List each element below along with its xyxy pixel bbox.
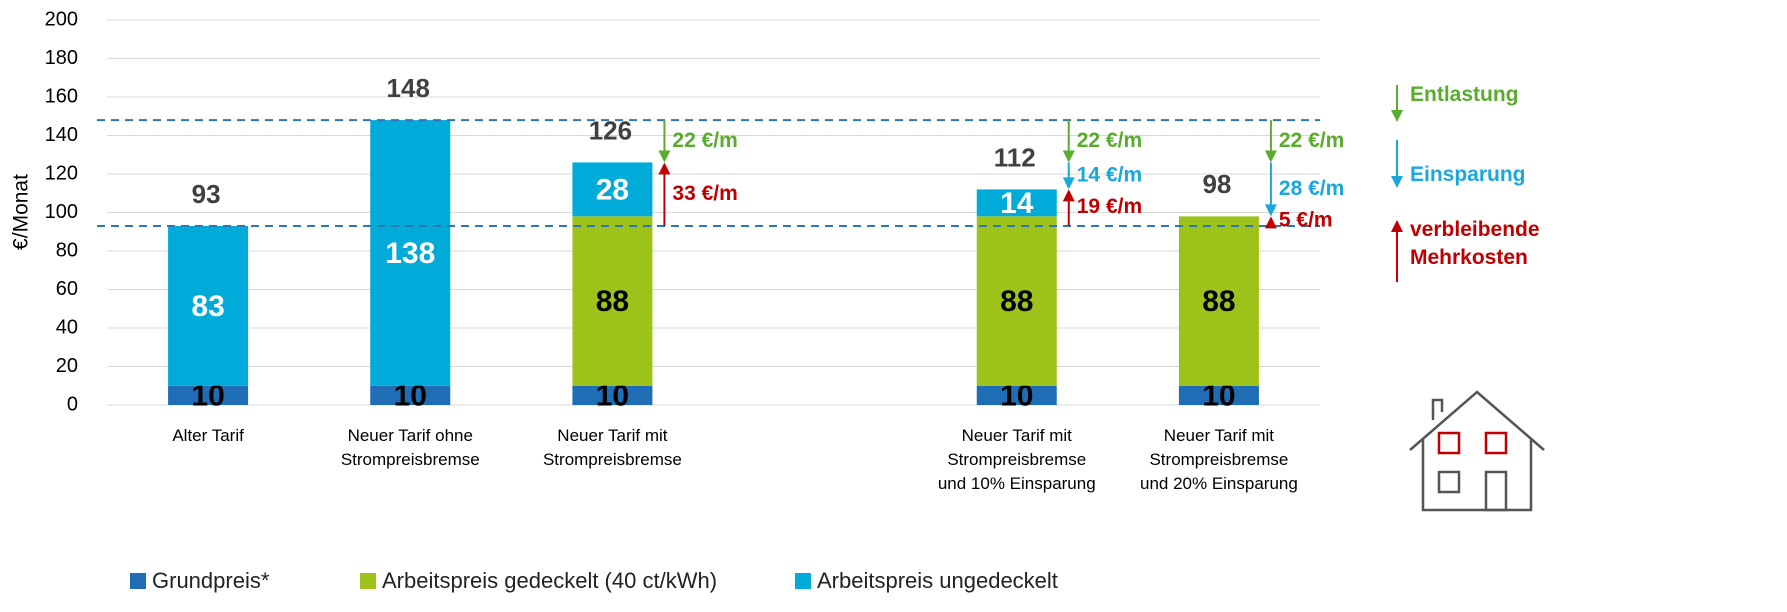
annotation-arrow-head (1264, 204, 1277, 217)
legend-swatch (130, 573, 146, 589)
annotation-arrow-head (1264, 150, 1277, 163)
annotation-label: 5 €/m (1279, 209, 1333, 232)
bar-segment (168, 385, 249, 405)
y-tick-label: 180 (45, 47, 78, 69)
bar-segment (168, 225, 249, 386)
annotation-label: 33 €/m (672, 182, 737, 205)
bar-segment (572, 162, 653, 217)
side-legend-arrow-head (1391, 110, 1403, 122)
y-tick-label: 60 (56, 278, 78, 300)
annotation-arrow-head (1062, 177, 1075, 190)
bar-segment (1178, 216, 1259, 386)
data-label: 138 (385, 237, 435, 270)
total-label: 126 (589, 115, 632, 145)
legend-item: Grundpreis* (130, 568, 269, 594)
side-legend-label: Einsparung (1410, 163, 1526, 186)
y-tick-label: 120 (45, 162, 78, 184)
legend-swatch (360, 573, 376, 589)
side-legend-label: Entlastung (1410, 83, 1519, 106)
data-label: 88 (596, 285, 629, 318)
data-label: 28 (596, 173, 629, 206)
annotation-arrow-head (1062, 150, 1075, 163)
bar-segment (976, 385, 1057, 405)
bar-segment (976, 216, 1057, 386)
y-tick-label: 100 (45, 201, 78, 223)
total-label: 112 (994, 142, 1036, 172)
bar-segment (572, 385, 653, 405)
bar-segment (1178, 385, 1259, 405)
bar-segment (370, 120, 451, 386)
annotation-label: 14 €/m (1077, 163, 1142, 186)
x-tick-label: Neuer Tarif ohne Strompreisbremse (340, 426, 480, 469)
data-label: 88 (1000, 285, 1033, 318)
x-tick-label: Neuer Tarif mit Strompreisbremse und 20%… (1139, 426, 1298, 493)
bar-segment (976, 189, 1057, 217)
legend-label: Arbeitspreis ungedeckelt (817, 568, 1058, 593)
side-legend-label: verbleibende Mehrkosten (1410, 218, 1540, 269)
data-label: 88 (1202, 285, 1235, 318)
side-legend-arrow-head (1391, 220, 1403, 232)
y-tick-label: 80 (56, 239, 78, 261)
y-axis-label: €/Monat (10, 174, 33, 250)
total-label: 98 (1202, 169, 1231, 199)
annotation-label: 22 €/m (1279, 129, 1344, 152)
house-icon (1409, 390, 1545, 512)
y-tick-label: 160 (45, 85, 78, 107)
x-tick-label: Neuer Tarif mit Strompreisbremse (542, 426, 682, 469)
y-tick-label: 140 (45, 124, 78, 146)
legend-item: Arbeitspreis ungedeckelt (795, 568, 1058, 594)
annotation-arrow-head (658, 162, 671, 175)
side-legend-arrow-head (1391, 176, 1403, 188)
y-tick-label: 20 (56, 355, 78, 377)
y-tick-label: 200 (45, 8, 78, 30)
annotation-arrow-head (658, 150, 671, 163)
total-label: 148 (387, 73, 430, 103)
bar-segment (370, 385, 451, 405)
total-label: 93 (192, 179, 221, 209)
annotation-arrow-head (1264, 216, 1277, 229)
x-tick-label: Neuer Tarif mit Strompreisbremse und 10%… (937, 426, 1096, 493)
legend-label: Arbeitspreis gedeckelt (40 ct/kWh) (382, 568, 718, 593)
legend-item: Arbeitspreis gedeckelt (40 ct/kWh) (360, 568, 717, 594)
data-label: 14 (1000, 187, 1034, 220)
legend-label: Grundpreis* (152, 568, 270, 593)
annotation-label: 22 €/m (672, 129, 737, 152)
y-tick-label: 40 (56, 316, 78, 338)
y-tick-label: 0 (67, 393, 78, 415)
annotation-label: 28 €/m (1279, 177, 1344, 200)
bar-segment (572, 216, 653, 386)
data-label: 83 (191, 290, 224, 323)
annotation-arrow-head (1062, 189, 1075, 202)
annotation-label: 22 €/m (1077, 129, 1142, 152)
x-tick-label: Alter Tarif (172, 426, 244, 445)
annotation-label: 19 €/m (1077, 195, 1142, 218)
legend-swatch (795, 573, 811, 589)
